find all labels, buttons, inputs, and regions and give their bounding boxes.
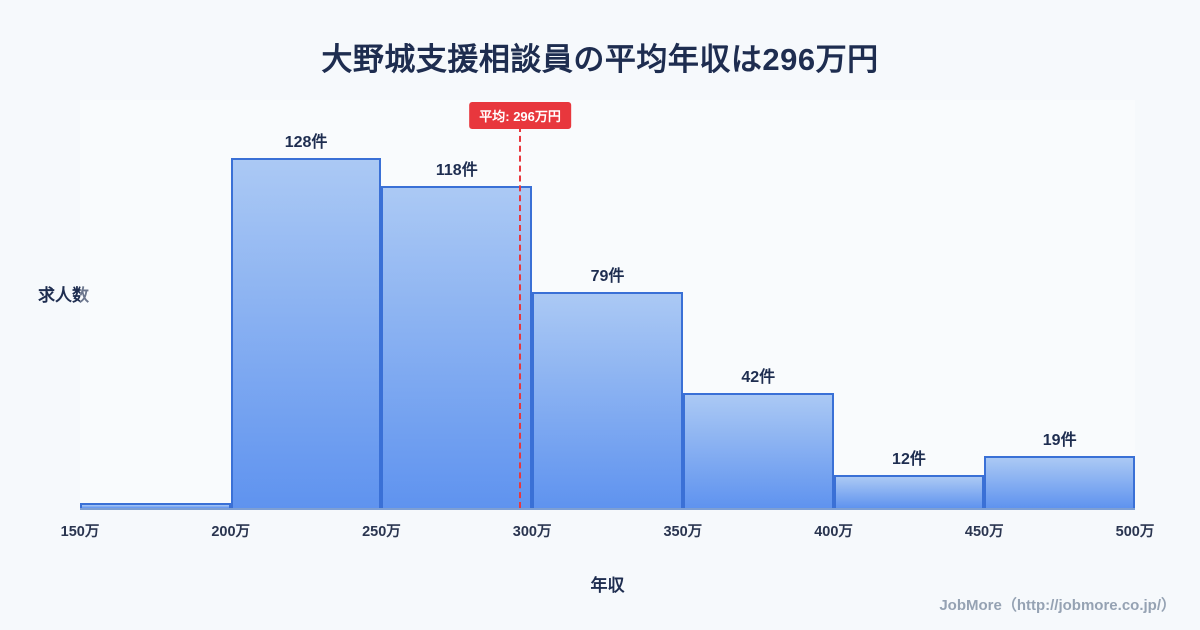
average-badge: 平均: 296万円 xyxy=(469,102,571,129)
x-tick-label: 450万 xyxy=(964,524,1004,540)
average-line xyxy=(519,126,522,508)
histogram-bar xyxy=(381,185,533,508)
bar-value-label: 12件 xyxy=(892,451,926,469)
x-tick-label: 500万 xyxy=(1115,524,1155,540)
x-tick-label: 400万 xyxy=(814,524,853,540)
x-tick-label: 350万 xyxy=(663,524,703,540)
histogram-bar-group: 19件 xyxy=(984,100,1136,508)
bar-value-label: 118件 xyxy=(435,161,478,179)
histogram-bar xyxy=(833,475,985,508)
histogram-bar xyxy=(532,292,683,508)
x-axis-label: 年収 xyxy=(590,576,625,595)
bar-value-label: 128件 xyxy=(284,134,328,152)
histogram-bar-group xyxy=(80,100,231,508)
y-axis-label: 求人数 xyxy=(38,286,89,305)
plot-area: 128件 118件 79件 42件 12件 19件 平均: 296万円 xyxy=(80,100,1136,510)
histogram-bars: 128件 118件 79件 42件 12件 19件 xyxy=(80,100,1136,508)
x-tick-label: 200万 xyxy=(211,524,251,540)
histogram-bar xyxy=(80,502,231,508)
x-tick-label: 150万 xyxy=(60,524,100,540)
chart-title: 大野城支援相談員の平均年収は296万円 xyxy=(321,42,879,77)
footer-credit: JobMore（http://jobmore.co.jp/） xyxy=(939,597,1176,614)
histogram-bar xyxy=(984,456,1136,508)
x-axis-ticks: 150万 200万 250万 300万 350万 400万 450万 500万 xyxy=(61,520,1155,542)
bar-value-label: 19件 xyxy=(1042,432,1077,450)
histogram-bar-group: 128件 xyxy=(230,100,382,508)
bar-value-label: 79件 xyxy=(590,268,625,286)
x-tick-label: 300万 xyxy=(512,524,552,540)
x-tick-label: 250万 xyxy=(362,524,401,540)
histogram-bar-group: 118件 xyxy=(381,100,533,508)
histogram-bar-group: 79件 xyxy=(532,100,683,508)
histogram-bar xyxy=(682,393,834,508)
histogram-bar xyxy=(230,158,382,508)
histogram-bar-group: 12件 xyxy=(833,100,985,508)
bar-value-label: 42件 xyxy=(741,369,776,387)
histogram-bar-group: 42件 xyxy=(682,100,834,508)
